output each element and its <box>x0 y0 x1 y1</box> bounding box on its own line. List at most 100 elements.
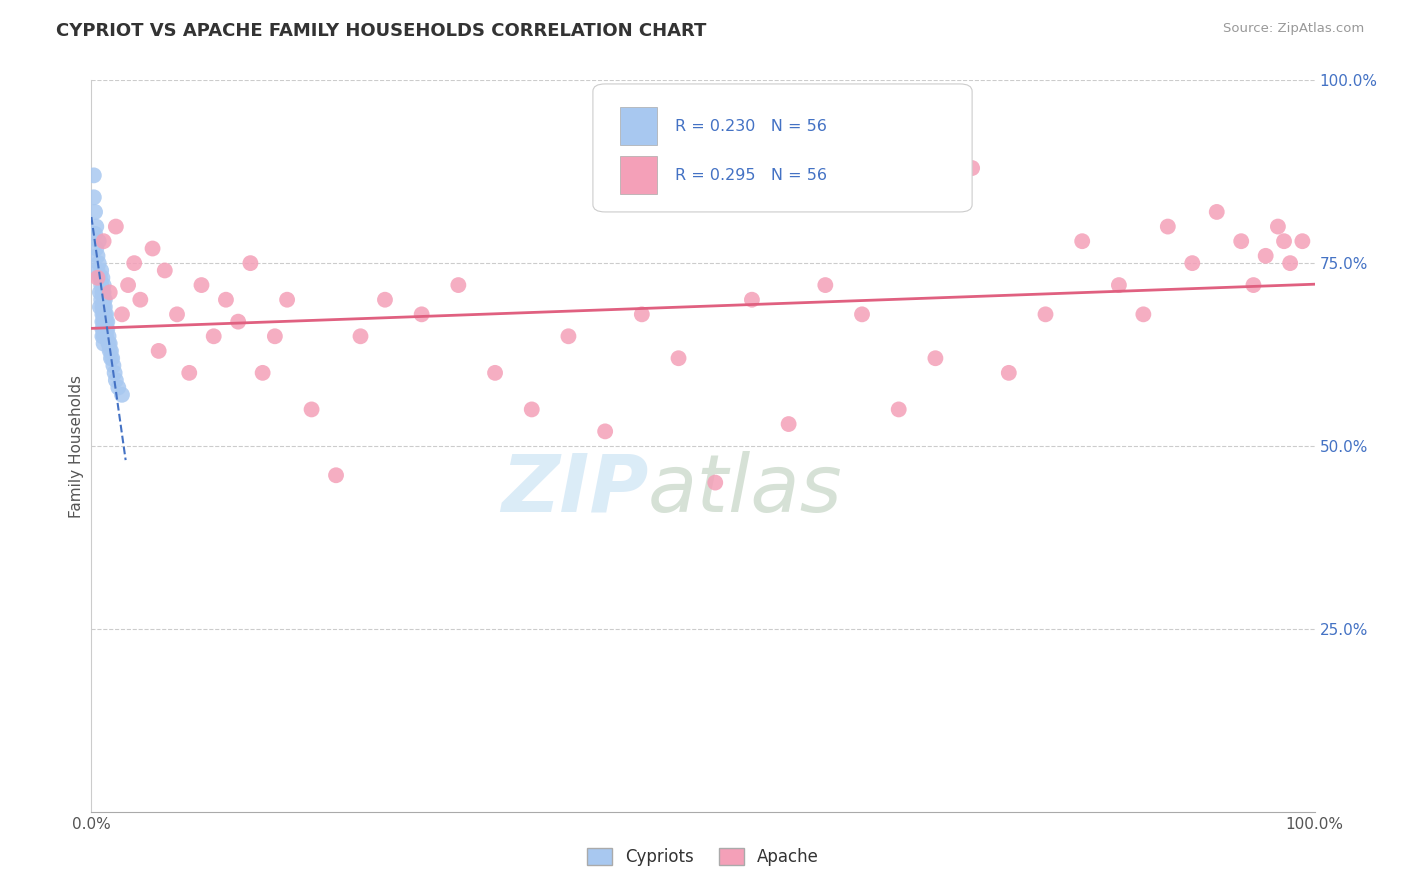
Point <box>104 373 127 387</box>
Point <box>484 366 506 380</box>
Point <box>202 329 225 343</box>
Point <box>117 278 139 293</box>
Point <box>1267 219 1289 234</box>
Point <box>90 263 112 277</box>
Point <box>520 402 543 417</box>
Point <box>276 293 298 307</box>
Point <box>411 307 433 321</box>
Point <box>100 351 122 366</box>
Point <box>264 329 287 343</box>
Point <box>89 270 111 285</box>
Point <box>93 336 115 351</box>
Point <box>851 307 873 321</box>
Point <box>593 425 616 439</box>
Point <box>1108 278 1130 293</box>
Point <box>86 263 108 277</box>
Point <box>93 300 115 314</box>
Point <box>90 278 112 293</box>
Point <box>215 293 238 307</box>
Point <box>83 190 105 204</box>
Point <box>1243 278 1265 293</box>
Point <box>1071 234 1094 248</box>
Point <box>325 468 347 483</box>
Point <box>349 329 371 343</box>
Point <box>101 351 124 366</box>
Point <box>96 322 118 336</box>
Point <box>91 270 114 285</box>
Point <box>107 380 129 394</box>
Point <box>93 307 115 321</box>
Point <box>91 315 114 329</box>
Point <box>97 329 120 343</box>
Point <box>98 285 121 300</box>
Point <box>91 300 114 314</box>
FancyBboxPatch shape <box>593 84 972 212</box>
Point <box>94 307 117 321</box>
Point <box>103 359 125 373</box>
Text: CYPRIOT VS APACHE FAMILY HOUSEHOLDS CORRELATION CHART: CYPRIOT VS APACHE FAMILY HOUSEHOLDS CORR… <box>56 22 707 40</box>
Point <box>100 343 122 358</box>
Point <box>1279 256 1302 270</box>
Point <box>1230 234 1253 248</box>
Point <box>86 249 108 263</box>
Point <box>87 234 110 248</box>
Point <box>93 293 115 307</box>
Point <box>87 256 110 270</box>
Point <box>1272 234 1295 248</box>
Point <box>94 307 117 321</box>
Point <box>91 285 114 300</box>
Point <box>89 300 111 314</box>
Y-axis label: Family Households: Family Households <box>69 375 84 517</box>
Point <box>104 219 127 234</box>
Point <box>814 278 837 293</box>
Point <box>998 366 1021 380</box>
Point <box>93 322 115 336</box>
Point <box>104 366 127 380</box>
Text: ZIP: ZIP <box>501 450 648 529</box>
Point <box>84 242 107 256</box>
Point <box>91 329 114 343</box>
Point <box>1157 219 1180 234</box>
Point <box>94 300 117 314</box>
Point <box>1254 249 1277 263</box>
Point <box>94 322 117 336</box>
Point <box>93 329 115 343</box>
Point <box>166 307 188 321</box>
Text: Source: ZipAtlas.com: Source: ZipAtlas.com <box>1223 22 1364 36</box>
Point <box>93 234 115 248</box>
Point <box>1291 234 1313 248</box>
Point <box>179 366 201 380</box>
Point <box>1181 256 1204 270</box>
Point <box>94 293 117 307</box>
Point <box>84 205 107 219</box>
Point <box>93 285 115 300</box>
Point <box>226 315 249 329</box>
Point <box>94 315 117 329</box>
Point <box>301 402 323 417</box>
Point <box>1132 307 1154 321</box>
Point <box>122 256 145 270</box>
Point <box>239 256 262 270</box>
Point <box>91 307 114 321</box>
Point <box>668 351 690 366</box>
Point <box>94 329 117 343</box>
Point <box>94 315 117 329</box>
Point <box>374 293 396 307</box>
Legend: Cypriots, Apache: Cypriots, Apache <box>581 841 825 873</box>
Point <box>98 336 121 351</box>
Point <box>86 270 108 285</box>
Point <box>704 475 727 490</box>
Point <box>631 307 654 321</box>
Text: R = 0.230   N = 56: R = 0.230 N = 56 <box>675 119 827 134</box>
Point <box>97 336 120 351</box>
Point <box>93 315 115 329</box>
Point <box>83 169 105 183</box>
Point <box>1205 205 1227 219</box>
Point <box>190 278 212 293</box>
Point <box>924 351 946 366</box>
Point <box>778 417 800 431</box>
Point <box>447 278 470 293</box>
Point <box>93 278 115 293</box>
Point <box>89 285 111 300</box>
Bar <box>620 156 657 194</box>
